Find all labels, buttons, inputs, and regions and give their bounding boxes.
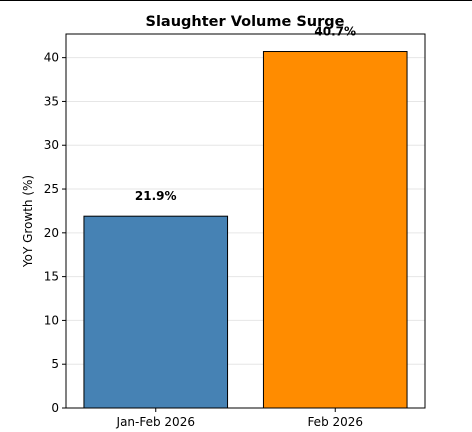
bar-value-label: 40.7% bbox=[314, 25, 356, 39]
y-axis-ticks: 0 5 10 15 20 25 30 35 40 bbox=[44, 51, 66, 415]
x-tick-label: Jan-Feb 2026 bbox=[116, 415, 195, 429]
x-axis-ticks: Jan-Feb 2026 Feb 2026 bbox=[116, 408, 363, 429]
y-tick-label: 5 bbox=[51, 357, 59, 371]
bar bbox=[262, 51, 408, 409]
y-tick-label: 15 bbox=[44, 270, 59, 284]
top-border-line bbox=[0, 0, 472, 1]
bars bbox=[83, 51, 408, 409]
x-tick-label: Feb 2026 bbox=[307, 415, 363, 429]
y-tick-label: 40 bbox=[44, 51, 59, 65]
plot-area-frame bbox=[65, 33, 426, 409]
y-tick-label: 10 bbox=[44, 313, 59, 327]
bar bbox=[83, 215, 229, 409]
y-tick-label: 25 bbox=[44, 182, 59, 196]
y-tick-label: 20 bbox=[44, 226, 59, 240]
y-tick-label: 35 bbox=[44, 94, 59, 108]
y-tick-label: 0 bbox=[51, 401, 59, 415]
chart-title: Slaughter Volume Surge bbox=[146, 14, 345, 30]
y-axis-label: YoY Growth (%) bbox=[21, 175, 35, 268]
y-tick-label: 30 bbox=[44, 138, 59, 152]
data-labels: 21.9% 40.7% bbox=[135, 25, 356, 204]
bar-value-label: 21.9% bbox=[135, 189, 177, 203]
